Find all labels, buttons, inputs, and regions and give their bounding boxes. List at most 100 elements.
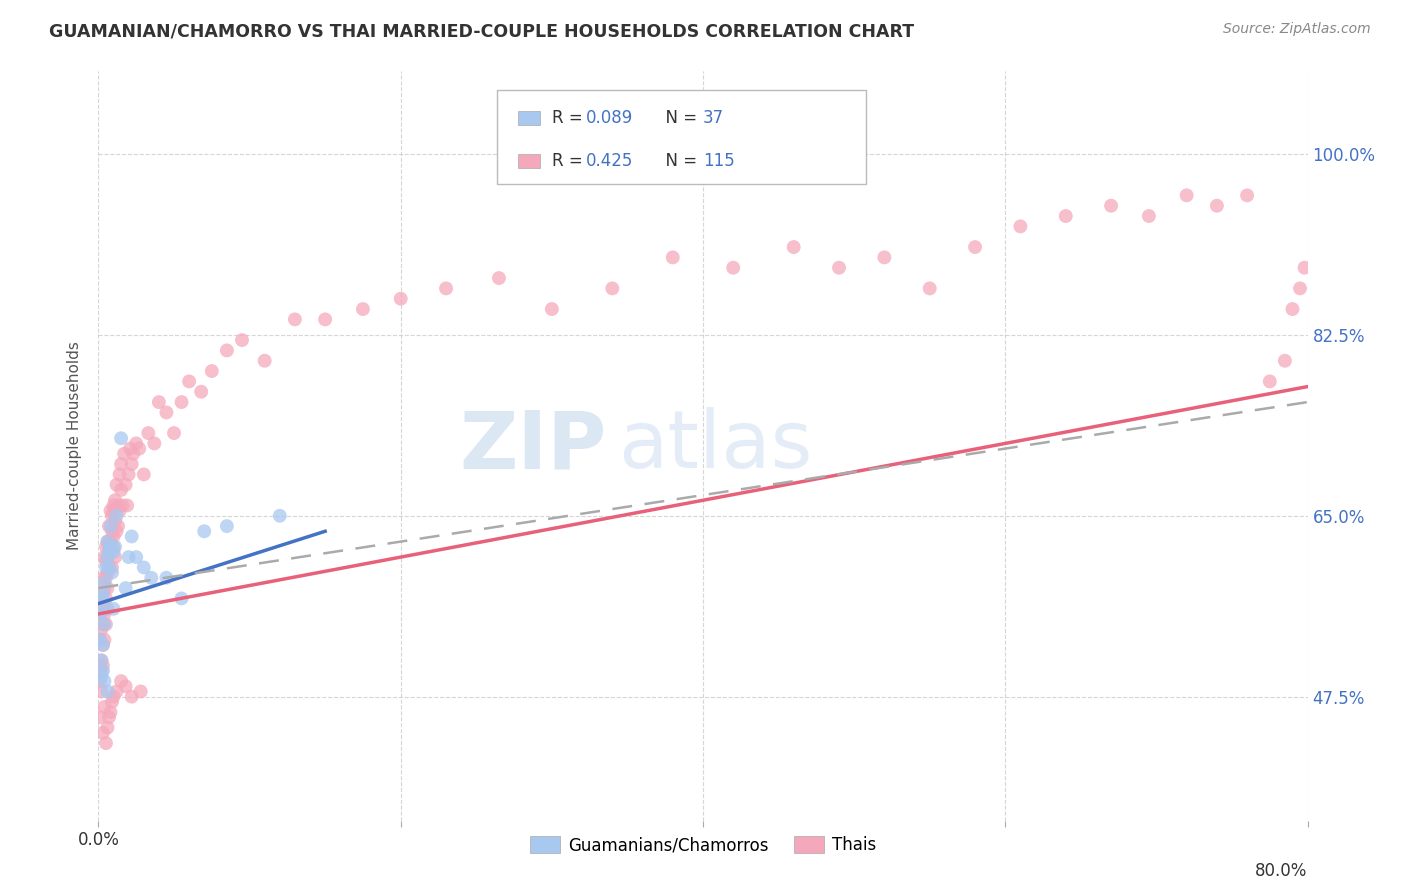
Point (93, 617, 115, 632)
Point (98, 519, 121, 533)
Point (100, 545, 122, 559)
Text: ZIP: ZIP (458, 407, 606, 485)
Point (101, 695, 124, 709)
Text: R =: R = (551, 109, 588, 127)
Point (110, 483, 132, 497)
Text: R =: R = (551, 152, 588, 170)
Point (98, 710, 121, 724)
Point (215, 343, 238, 358)
Point (89, 710, 111, 724)
Point (118, 467, 141, 482)
Point (110, 674, 132, 689)
Point (104, 514, 127, 528)
Point (114, 679, 136, 693)
Point (661, 251, 683, 265)
Point (98, 560, 121, 574)
Point (101, 560, 124, 574)
Point (1236, 188, 1258, 202)
FancyBboxPatch shape (498, 90, 866, 184)
Point (105, 477, 128, 491)
Point (112, 447, 135, 461)
Point (132, 467, 155, 482)
Point (90, 653, 112, 667)
Point (96, 601, 118, 615)
Point (114, 477, 136, 491)
Point (125, 436, 148, 450)
Point (783, 240, 806, 254)
Point (1289, 281, 1312, 295)
Point (89, 632, 111, 647)
Text: 0.089: 0.089 (586, 109, 633, 127)
Point (1294, 260, 1316, 275)
Point (105, 524, 128, 539)
Text: 80.0%: 80.0% (1256, 862, 1308, 880)
Text: GUAMANIAN/CHAMORRO VS THAI MARRIED-COUPLE HOUSEHOLDS CORRELATION CHART: GUAMANIAN/CHAMORRO VS THAI MARRIED-COUPL… (49, 22, 914, 40)
Point (1099, 199, 1122, 213)
Point (100, 534, 122, 549)
Point (121, 529, 143, 543)
Point (96, 550, 118, 565)
Point (103, 540, 125, 554)
Point (98, 545, 121, 559)
Point (100, 540, 122, 554)
Point (96, 581, 118, 595)
Point (136, 426, 159, 441)
Point (121, 457, 143, 471)
Point (91, 571, 114, 585)
Point (94, 540, 117, 554)
Point (602, 281, 624, 295)
Point (93, 607, 115, 621)
Point (91, 617, 114, 632)
Point (121, 690, 143, 704)
Point (114, 581, 136, 595)
Point (93, 632, 115, 647)
Point (540, 301, 562, 316)
Point (352, 301, 374, 316)
Point (110, 431, 132, 445)
Point (96, 550, 118, 565)
Point (104, 540, 127, 554)
Point (103, 545, 125, 559)
Text: 0.425: 0.425 (586, 152, 633, 170)
Point (90, 664, 112, 678)
Point (89, 607, 111, 621)
Point (170, 591, 193, 606)
Point (125, 550, 148, 565)
Point (100, 705, 122, 719)
Point (389, 292, 412, 306)
Point (108, 503, 131, 517)
Point (93, 576, 115, 591)
Point (91, 664, 114, 678)
Point (143, 436, 166, 450)
Point (253, 353, 276, 368)
Point (434, 281, 457, 295)
Point (98, 540, 121, 554)
Point (873, 251, 896, 265)
Point (122, 447, 145, 461)
Point (155, 571, 177, 585)
Point (1137, 209, 1160, 223)
Point (100, 503, 122, 517)
Point (94, 736, 117, 750)
Point (91, 638, 114, 652)
Point (132, 560, 155, 574)
Point (179, 375, 201, 389)
Text: 37: 37 (703, 109, 724, 127)
Point (148, 395, 170, 409)
Point (103, 499, 125, 513)
Point (91, 601, 114, 615)
Point (103, 690, 125, 704)
Point (90, 591, 112, 606)
Text: N =: N = (655, 152, 702, 170)
Point (115, 499, 138, 513)
Point (201, 364, 224, 378)
Point (828, 260, 851, 275)
Point (231, 333, 253, 347)
Point (314, 312, 336, 326)
Point (98, 560, 121, 574)
Point (93, 581, 115, 595)
Point (103, 529, 125, 543)
Point (94, 555, 117, 569)
Point (91, 658, 114, 673)
Point (1206, 199, 1229, 213)
